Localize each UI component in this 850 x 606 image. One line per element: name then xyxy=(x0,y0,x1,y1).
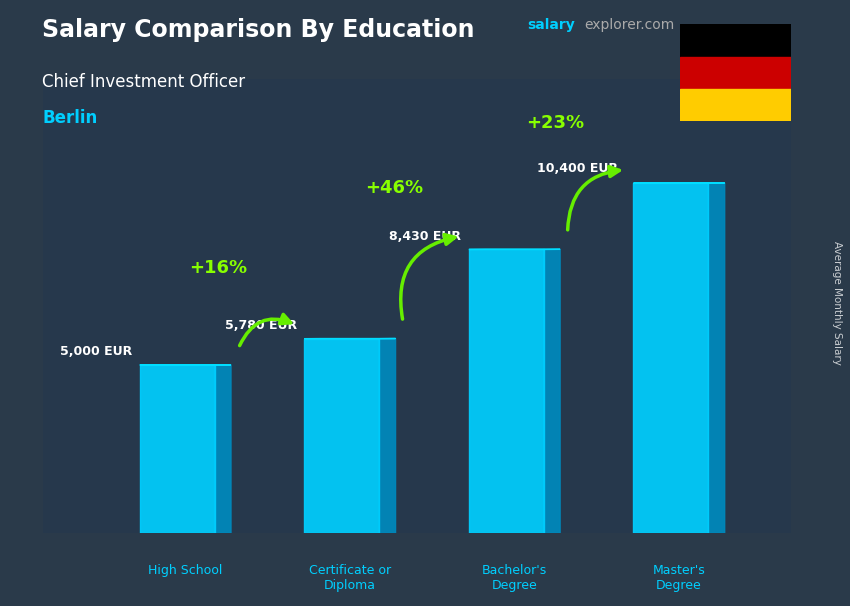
Bar xyxy=(633,183,708,533)
Text: 5,780 EUR: 5,780 EUR xyxy=(224,319,297,332)
Text: +46%: +46% xyxy=(365,179,423,198)
Text: Certificate or
Diploma: Certificate or Diploma xyxy=(309,564,391,591)
Text: 8,430 EUR: 8,430 EUR xyxy=(389,230,462,243)
Bar xyxy=(680,56,790,89)
Text: +16%: +16% xyxy=(190,259,247,278)
Polygon shape xyxy=(544,249,560,533)
Text: salary: salary xyxy=(527,18,575,32)
Text: +23%: +23% xyxy=(526,114,584,132)
Bar xyxy=(469,250,544,533)
Bar xyxy=(680,24,790,56)
Polygon shape xyxy=(379,339,395,533)
Polygon shape xyxy=(214,365,231,533)
Text: 10,400 EUR: 10,400 EUR xyxy=(537,162,619,175)
Bar xyxy=(139,365,214,533)
Text: Chief Investment Officer: Chief Investment Officer xyxy=(42,73,246,91)
Bar xyxy=(304,339,379,533)
Text: Berlin: Berlin xyxy=(42,109,98,127)
Text: Bachelor's
Degree: Bachelor's Degree xyxy=(482,564,547,591)
Text: Average Monthly Salary: Average Monthly Salary xyxy=(832,241,842,365)
Text: High School: High School xyxy=(148,564,223,576)
Text: 5,000 EUR: 5,000 EUR xyxy=(60,345,133,358)
Polygon shape xyxy=(708,183,725,533)
Text: Salary Comparison By Education: Salary Comparison By Education xyxy=(42,18,475,42)
Text: Master's
Degree: Master's Degree xyxy=(653,564,706,591)
Bar xyxy=(680,89,790,121)
Text: explorer.com: explorer.com xyxy=(584,18,674,32)
